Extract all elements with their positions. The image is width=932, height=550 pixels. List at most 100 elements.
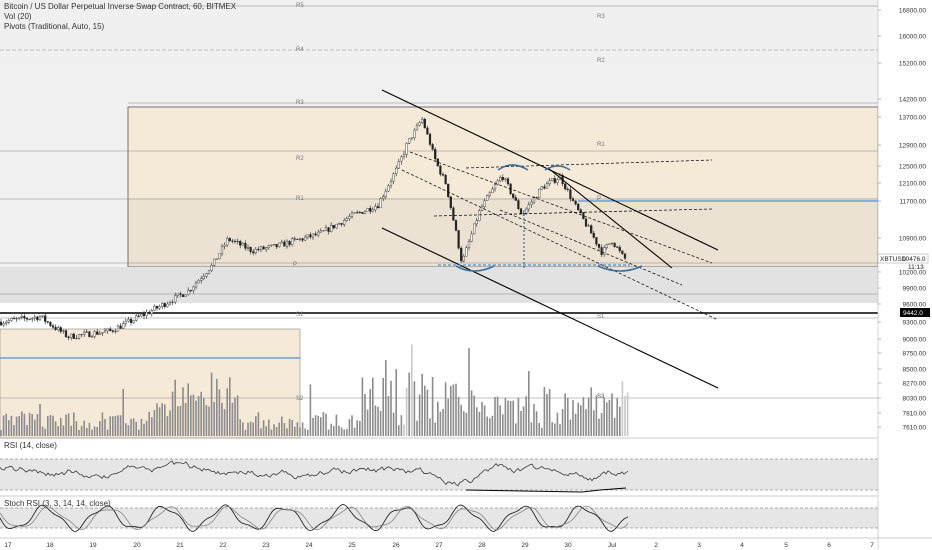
candle-body [103,330,107,333]
volume-bar [54,421,57,436]
candle-body [543,186,546,189]
pivot-zones [0,0,879,439]
bottom-arc-left [455,265,495,272]
volume-bar [426,389,429,436]
volume-bar [624,395,626,436]
volume-bar [10,415,13,436]
volume-bar [143,423,145,436]
candle-body [371,209,374,212]
time-tick-label: 3 [697,542,701,549]
candle-body [330,225,333,232]
volume-bar [122,388,124,436]
volume-bar [434,422,436,436]
candle-body [257,248,260,251]
candle-body [296,238,299,240]
candle-body [116,325,120,332]
price-tick-label: 10900.00 [899,236,926,243]
volume-bar [551,422,553,436]
volume-bar [608,399,611,436]
candle-body [226,238,229,246]
pivot-label: R1 [296,196,304,202]
volume-bar [400,415,403,436]
candle-body [319,230,322,233]
volume-bar [275,426,278,436]
volume-bar [294,426,296,436]
volume-bar [205,404,208,436]
volume-bar [70,425,72,436]
candle-body [5,322,8,324]
volume-bar [353,427,356,436]
candle-body [584,218,588,227]
time-tick-label: 22 [219,542,227,549]
candle-body [187,290,190,296]
volume-bar [262,420,265,436]
volume-bar [5,413,7,436]
pivot-label: P [293,262,297,268]
volume-bar [515,423,517,436]
volume-bar [273,424,275,436]
candle-body [171,301,174,303]
candle-body [415,125,419,131]
candle-body [465,247,468,257]
candle-body [389,180,393,186]
volume-bar [476,407,478,436]
volume-bar [26,424,28,436]
candle-body [153,305,156,311]
volume-bar [437,401,439,436]
volume-bar [187,383,189,436]
volume-bar [218,389,221,436]
candle-body [535,197,538,199]
volume-bar [569,419,572,436]
volume-bar [234,397,236,436]
candle-body [530,201,533,205]
volume-bar [158,407,161,436]
chart-title: Bitcoin / US Dollar Perpetual Inverse Sw… [4,2,237,11]
candle-body [475,220,478,225]
volume-bar [525,396,527,436]
candle-body [395,167,398,174]
trend-drawings[interactable] [381,89,719,389]
rsi-line [0,460,629,487]
pivot-lines [0,5,900,399]
time-tick-label: 17 [4,542,12,549]
volume-bar [127,425,130,436]
candle-body [551,178,554,181]
volume-bar [47,416,49,436]
candle-body [467,241,471,248]
volume-bar [62,425,65,436]
volume-indicator-label: Vol (20) [4,12,32,21]
volume-bar [403,424,405,436]
volume-bar [312,417,314,436]
dashed-channel-low [401,169,719,321]
candle-body [85,331,88,333]
candle-body [246,247,250,249]
volume-bar [517,397,520,436]
candle-body [119,325,122,329]
volume-bar [109,416,111,436]
volume-bar [255,416,257,436]
volume-bar [590,387,592,436]
pivot-label: R3 [296,100,304,106]
rsi-label: RSI (14, close) [4,441,57,450]
candle-body [387,185,390,192]
volume-bar [327,429,330,436]
volume-bar [603,397,605,436]
candle-body [33,316,36,319]
candle-body [421,118,424,123]
volume-bar [317,415,319,436]
candle-body [304,236,307,241]
rsi-panel: 60.0040.00 [0,437,932,493]
volume-bar [611,393,613,436]
volume-bar [57,426,59,436]
volume-bar [554,423,556,436]
price-tick-label: 9000.00 [903,337,927,344]
candle-body [278,242,281,248]
candle-body [499,177,502,182]
volume-bar [580,405,582,436]
candle-body [189,290,192,292]
volume-bar [330,423,332,436]
volume-bar [325,413,327,436]
candle-body [213,258,216,266]
candle-body [210,265,213,271]
